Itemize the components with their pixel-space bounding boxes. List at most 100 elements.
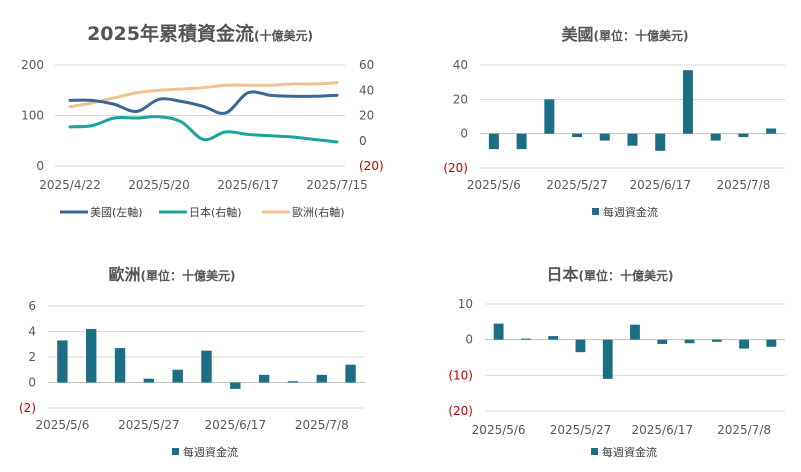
chart-title-unit: (單位：十億美元) — [141, 268, 236, 283]
y-axis-tick-label: 6 — [28, 299, 36, 313]
x-axis-tick-label: 2025/7/8 — [295, 418, 349, 432]
bar — [739, 339, 749, 349]
bar — [766, 339, 777, 347]
x-axis-tick-label: 2025/6/17 — [632, 423, 694, 437]
bar — [493, 323, 504, 340]
chart-title-main: 2025年累積資金流 — [87, 22, 254, 45]
bar — [599, 133, 610, 141]
legend-swatch — [591, 448, 598, 455]
x-axis-tick-label: 2025/6/17 — [217, 178, 279, 192]
right-axis-tick-label: 0 — [359, 134, 367, 148]
bar — [627, 133, 638, 146]
bar — [521, 338, 531, 340]
bar — [230, 382, 241, 389]
x-axis-tick-label: 2025/7/8 — [716, 178, 770, 192]
bar — [710, 133, 721, 141]
y-axis-tick-label: (2) — [19, 401, 36, 415]
us-weekly-flow-svg: 美國(單位：十億美元) 40 20 0 (20) 2025/5/6 2025/5/27 20… — [443, 25, 785, 219]
bar — [711, 339, 722, 342]
chart-title-main: 日本 — [547, 265, 579, 284]
left-axis-tick-label: 0 — [36, 159, 44, 173]
bar — [143, 378, 155, 383]
bar — [201, 350, 212, 383]
bar — [766, 128, 777, 134]
chart-title-unit: (單位：十億美元) — [594, 28, 689, 43]
japan-weekly-flow-chart: 日本(單位：十億美元) 10 0 (10) (20) 2025/5/6 2025/5/27… — [420, 240, 801, 472]
legend-label: 每週資金流 — [183, 445, 238, 459]
x-axis-tick-label: 2025/7/8 — [717, 423, 771, 437]
chart-title: 日本(單位：十億美元) — [547, 265, 674, 284]
chart-title: 2025年累積資金流(十億美元) — [87, 22, 313, 45]
x-axis-tick-label: 2025/6/17 — [629, 178, 691, 192]
y-axis-tick-label: (20) — [443, 161, 468, 175]
right-axis-tick-label: 60 — [359, 58, 374, 72]
x-axis-tick-label: 2025/5/6 — [467, 178, 521, 192]
y-axis-tick-label: (20) — [448, 404, 473, 418]
legend-label: 每週資金流 — [603, 205, 658, 219]
japan-weekly-flow-svg: 日本(單位：十億美元) 10 0 (10) (20) 2025/5/6 2025/5/27… — [448, 265, 785, 459]
bar — [657, 339, 668, 344]
right-axis-tick-label: (20) — [359, 159, 384, 173]
legend-label: 歐洲(右軸) — [292, 205, 345, 219]
left-axis-tick-label: 100 — [21, 109, 44, 123]
x-axis-tick-label: 2025/5/6 — [472, 423, 526, 437]
y-axis-tick-label: (10) — [448, 368, 473, 382]
left-axis-tick-label: 200 — [21, 58, 44, 72]
x-axis-tick-label: 2025/4/22 — [39, 178, 101, 192]
bar — [86, 328, 97, 383]
bar — [258, 374, 270, 383]
bar — [114, 348, 126, 383]
y-axis-tick-label: 40 — [453, 58, 468, 72]
bar — [602, 339, 613, 379]
chart-title-main: 美國 — [562, 25, 594, 44]
x-axis-tick-label: 2025/5/20 — [128, 178, 190, 192]
legend-swatch — [172, 448, 179, 455]
bar — [57, 340, 68, 383]
y-axis-tick-label: 10 — [458, 297, 473, 311]
x-axis-tick-label: 2025/7/15 — [306, 178, 368, 192]
bar — [548, 336, 559, 340]
bar — [544, 99, 555, 134]
bar — [516, 133, 527, 150]
right-axis-tick-label: 20 — [359, 109, 374, 123]
y-axis-tick-label: 0 — [28, 376, 36, 390]
bar — [682, 70, 693, 134]
chart-title-unit: (十億美元) — [254, 28, 313, 43]
bar — [172, 369, 183, 383]
right-axis-tick-label: 40 — [359, 83, 374, 97]
y-axis-tick-label: 20 — [453, 92, 468, 106]
legend-label: 日本(右軸) — [189, 205, 242, 219]
bar — [630, 324, 640, 340]
y-axis-tick-label: 2 — [28, 350, 36, 364]
legend-swatch — [592, 208, 599, 215]
chart-title-unit: (單位：十億美元) — [579, 268, 674, 283]
series-line-us — [68, 90, 339, 115]
chart-title: 美國(單位：十億美元) — [562, 25, 689, 44]
y-axis-tick-label: 0 — [460, 127, 468, 141]
bar — [345, 364, 356, 383]
europe-weekly-flow-chart: 歐洲(單位：十億美元) 6 4 2 0 (2) 2025/5/6 2025/5/27 2025… — [0, 240, 400, 472]
x-axis-tick-label: 2025/5/27 — [550, 423, 612, 437]
legend-label: 每週資金流 — [602, 445, 657, 459]
bar — [488, 133, 499, 150]
bar — [316, 374, 327, 383]
y-axis-tick-label: 0 — [465, 333, 473, 347]
bar — [684, 339, 695, 344]
x-axis-tick-label: 2025/5/27 — [118, 418, 180, 432]
europe-weekly-flow-svg: 歐洲(單位：十億美元) 6 4 2 0 (2) 2025/5/6 2025/5/27 2025… — [19, 265, 365, 459]
cumulative-flow-chart: 2025年累積資金流(十億美元) 200 100 0 60 40 20 0 (20) 202… — [0, 0, 400, 235]
y-axis-tick-label: 4 — [28, 325, 36, 339]
x-axis-tick-label: 2025/5/6 — [35, 418, 89, 432]
x-axis-tick-label: 2025/6/17 — [205, 418, 267, 432]
bar — [738, 133, 749, 138]
series-line-japan — [68, 115, 339, 144]
chart-title: 歐洲(單位：十億美元) — [109, 265, 236, 284]
bar — [287, 381, 299, 383]
x-axis-tick-label: 2025/5/27 — [546, 178, 608, 192]
legend-label: 美國(左軸) — [90, 205, 143, 219]
bar — [655, 133, 666, 151]
us-weekly-flow-chart: 美國(單位：十億美元) 40 20 0 (20) 2025/5/6 2025/5/27 20… — [420, 0, 801, 235]
chart-title-main: 歐洲 — [109, 265, 141, 284]
bar — [572, 133, 583, 138]
